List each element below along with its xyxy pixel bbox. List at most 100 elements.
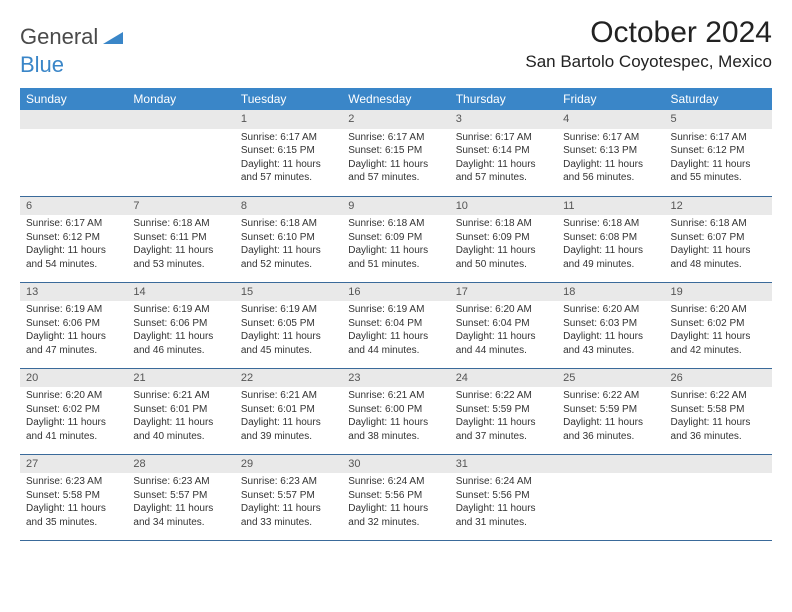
calendar-day-cell: 1Sunrise: 6:17 AMSunset: 6:15 PMDaylight…	[235, 110, 342, 196]
day-cell-body: Sunrise: 6:19 AMSunset: 6:06 PMDaylight:…	[127, 303, 234, 357]
weekday-header: Monday	[127, 88, 234, 110]
daylight-text: Daylight: 11 hours and 47 minutes.	[26, 330, 121, 357]
sunrise-text: Sunrise: 6:23 AM	[241, 475, 336, 489]
day-number-bar: 21	[127, 369, 234, 388]
daylight-text: Daylight: 11 hours and 31 minutes.	[456, 502, 551, 529]
sunset-text: Sunset: 6:04 PM	[456, 317, 551, 331]
calendar-day-cell: 13Sunrise: 6:19 AMSunset: 6:06 PMDayligh…	[20, 282, 127, 368]
calendar-day-cell: 27Sunrise: 6:23 AMSunset: 5:58 PMDayligh…	[20, 454, 127, 540]
sunset-text: Sunset: 6:07 PM	[671, 231, 766, 245]
day-cell-body: Sunrise: 6:24 AMSunset: 5:56 PMDaylight:…	[450, 475, 557, 529]
daylight-text: Daylight: 11 hours and 42 minutes.	[671, 330, 766, 357]
day-number-bar: 10	[450, 197, 557, 216]
calendar-day-cell: 15Sunrise: 6:19 AMSunset: 6:05 PMDayligh…	[235, 282, 342, 368]
daylight-text: Daylight: 11 hours and 51 minutes.	[348, 244, 443, 271]
calendar-day-cell: 18Sunrise: 6:20 AMSunset: 6:03 PMDayligh…	[557, 282, 664, 368]
day-cell-body: Sunrise: 6:18 AMSunset: 6:07 PMDaylight:…	[665, 217, 772, 271]
day-cell-body: Sunrise: 6:22 AMSunset: 5:59 PMDaylight:…	[557, 389, 664, 443]
day-number-bar: 7	[127, 197, 234, 216]
calendar-day-cell: 22Sunrise: 6:21 AMSunset: 6:01 PMDayligh…	[235, 368, 342, 454]
calendar-day-cell: 25Sunrise: 6:22 AMSunset: 5:59 PMDayligh…	[557, 368, 664, 454]
sunset-text: Sunset: 6:08 PM	[563, 231, 658, 245]
day-number-bar: 9	[342, 197, 449, 216]
sunset-text: Sunset: 5:58 PM	[671, 403, 766, 417]
day-cell-body: Sunrise: 6:20 AMSunset: 6:02 PMDaylight:…	[665, 303, 772, 357]
day-cell-body: Sunrise: 6:20 AMSunset: 6:02 PMDaylight:…	[20, 389, 127, 443]
day-number-bar: 20	[20, 369, 127, 388]
day-number-bar: 28	[127, 455, 234, 474]
day-cell-body: Sunrise: 6:17 AMSunset: 6:13 PMDaylight:…	[557, 131, 664, 185]
calendar-day-cell: 2Sunrise: 6:17 AMSunset: 6:15 PMDaylight…	[342, 110, 449, 196]
day-cell-body: Sunrise: 6:18 AMSunset: 6:09 PMDaylight:…	[342, 217, 449, 271]
sunset-text: Sunset: 6:01 PM	[133, 403, 228, 417]
sunrise-text: Sunrise: 6:17 AM	[671, 131, 766, 145]
calendar-header-row: SundayMondayTuesdayWednesdayThursdayFrid…	[20, 88, 772, 110]
sunset-text: Sunset: 6:06 PM	[26, 317, 121, 331]
calendar-day-cell: 23Sunrise: 6:21 AMSunset: 6:00 PMDayligh…	[342, 368, 449, 454]
sunrise-text: Sunrise: 6:22 AM	[671, 389, 766, 403]
sunrise-text: Sunrise: 6:19 AM	[26, 303, 121, 317]
weekday-header: Tuesday	[235, 88, 342, 110]
day-number-bar: 11	[557, 197, 664, 216]
day-cell-body: Sunrise: 6:17 AMSunset: 6:12 PMDaylight:…	[665, 131, 772, 185]
calendar-day-cell: 9Sunrise: 6:18 AMSunset: 6:09 PMDaylight…	[342, 196, 449, 282]
weekday-header: Thursday	[450, 88, 557, 110]
daylight-text: Daylight: 11 hours and 37 minutes.	[456, 416, 551, 443]
day-number-bar: 12	[665, 197, 772, 216]
sunrise-text: Sunrise: 6:18 AM	[133, 217, 228, 231]
day-cell-body: Sunrise: 6:21 AMSunset: 6:01 PMDaylight:…	[127, 389, 234, 443]
daylight-text: Daylight: 11 hours and 49 minutes.	[563, 244, 658, 271]
sunset-text: Sunset: 6:03 PM	[563, 317, 658, 331]
sunrise-text: Sunrise: 6:18 AM	[671, 217, 766, 231]
day-number-bar: 30	[342, 455, 449, 474]
calendar-day-cell: 30Sunrise: 6:24 AMSunset: 5:56 PMDayligh…	[342, 454, 449, 540]
calendar-day-cell: 3 Sunrise: 6:17 AMSunset: 6:14 PMDaylight…	[450, 110, 557, 196]
calendar-day-cell: 19Sunrise: 6:20 AMSunset: 6:02 PMDayligh…	[665, 282, 772, 368]
sunset-text: Sunset: 6:15 PM	[348, 144, 443, 158]
day-number-bar	[127, 110, 234, 129]
sunset-text: Sunset: 6:11 PM	[133, 231, 228, 245]
title-block: October 2024 San Bartolo Coyotespec, Mex…	[525, 16, 772, 72]
sunset-text: Sunset: 5:57 PM	[241, 489, 336, 503]
sunset-text: Sunset: 6:06 PM	[133, 317, 228, 331]
daylight-text: Daylight: 11 hours and 48 minutes.	[671, 244, 766, 271]
day-number-bar: 3	[450, 110, 557, 129]
day-number-bar: 1	[235, 110, 342, 129]
day-cell-body: Sunrise: 6:22 AMSunset: 5:58 PMDaylight:…	[665, 389, 772, 443]
day-cell-body: Sunrise: 6:19 AMSunset: 6:04 PMDaylight:…	[342, 303, 449, 357]
daylight-text: Daylight: 11 hours and 38 minutes.	[348, 416, 443, 443]
day-number-bar: 27	[20, 455, 127, 474]
month-title: October 2024	[525, 16, 772, 50]
sunset-text: Sunset: 6:15 PM	[241, 144, 336, 158]
calendar-week-row: 13Sunrise: 6:19 AMSunset: 6:06 PMDayligh…	[20, 282, 772, 368]
calendar-day-cell: 17Sunrise: 6:20 AMSunset: 6:04 PMDayligh…	[450, 282, 557, 368]
sunrise-text: Sunrise: 6:17 AM	[26, 217, 121, 231]
calendar-week-row: 20Sunrise: 6:20 AMSunset: 6:02 PMDayligh…	[20, 368, 772, 454]
sunrise-text: Sunrise: 6:24 AM	[348, 475, 443, 489]
day-cell-body: Sunrise: 6:20 AMSunset: 6:04 PMDaylight:…	[450, 303, 557, 357]
day-number-bar	[557, 455, 664, 474]
sunrise-text: Sunrise: 6:21 AM	[348, 389, 443, 403]
sunrise-text: Sunrise: 6:20 AM	[563, 303, 658, 317]
day-number-bar: 4	[557, 110, 664, 129]
daylight-text: Daylight: 11 hours and 44 minutes.	[456, 330, 551, 357]
day-number-bar: 8	[235, 197, 342, 216]
sunset-text: Sunset: 6:02 PM	[26, 403, 121, 417]
day-number-bar: 25	[557, 369, 664, 388]
day-cell-body: Sunrise: 6:21 AMSunset: 6:01 PMDaylight:…	[235, 389, 342, 443]
weekday-header: Wednesday	[342, 88, 449, 110]
day-number-bar: 24	[450, 369, 557, 388]
day-cell-body: Sunrise: 6:18 AMSunset: 6:08 PMDaylight:…	[557, 217, 664, 271]
day-cell-body: Sunrise: 6:17 AMSunset: 6:14 PMDaylight:…	[450, 131, 557, 185]
day-cell-body: Sunrise: 6:22 AMSunset: 5:59 PMDaylight:…	[450, 389, 557, 443]
day-cell-body: Sunrise: 6:17 AMSunset: 6:12 PMDaylight:…	[20, 217, 127, 271]
sunset-text: Sunset: 6:01 PM	[241, 403, 336, 417]
sunrise-text: Sunrise: 6:19 AM	[241, 303, 336, 317]
daylight-text: Daylight: 11 hours and 32 minutes.	[348, 502, 443, 529]
day-number-bar: 23	[342, 369, 449, 388]
day-number-bar	[665, 455, 772, 474]
sunrise-text: Sunrise: 6:21 AM	[133, 389, 228, 403]
sunrise-text: Sunrise: 6:17 AM	[241, 131, 336, 145]
sunset-text: Sunset: 5:56 PM	[456, 489, 551, 503]
day-number-bar: 26	[665, 369, 772, 388]
